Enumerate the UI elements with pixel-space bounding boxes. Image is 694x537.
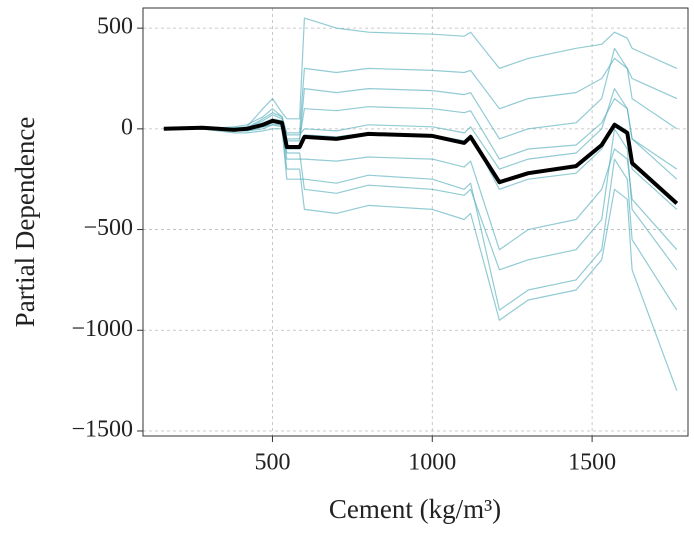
ice-line	[163, 124, 678, 391]
ice-line	[163, 98, 678, 180]
pd-line	[163, 118, 679, 205]
x-tick-label: 1000	[408, 450, 456, 476]
y-tick-label: −500	[83, 215, 133, 241]
y-tick-label: 500	[97, 14, 133, 40]
x-tick-label: 500	[254, 450, 290, 476]
y-tick-label: −1500	[71, 416, 133, 442]
plot-frame	[142, 7, 689, 437]
ice-line	[163, 17, 678, 130]
y-tick-label: −1000	[71, 316, 133, 342]
ice-line	[163, 88, 678, 170]
ice-line	[163, 128, 678, 311]
ice-line	[163, 57, 678, 134]
ice-line	[163, 124, 678, 251]
y-tick-label: 0	[121, 114, 133, 140]
y-axis-label: Partial Dependence	[10, 117, 40, 328]
x-tick-label: 1500	[568, 450, 616, 476]
x-axis-label: Cement (kg/m³)	[329, 494, 501, 524]
